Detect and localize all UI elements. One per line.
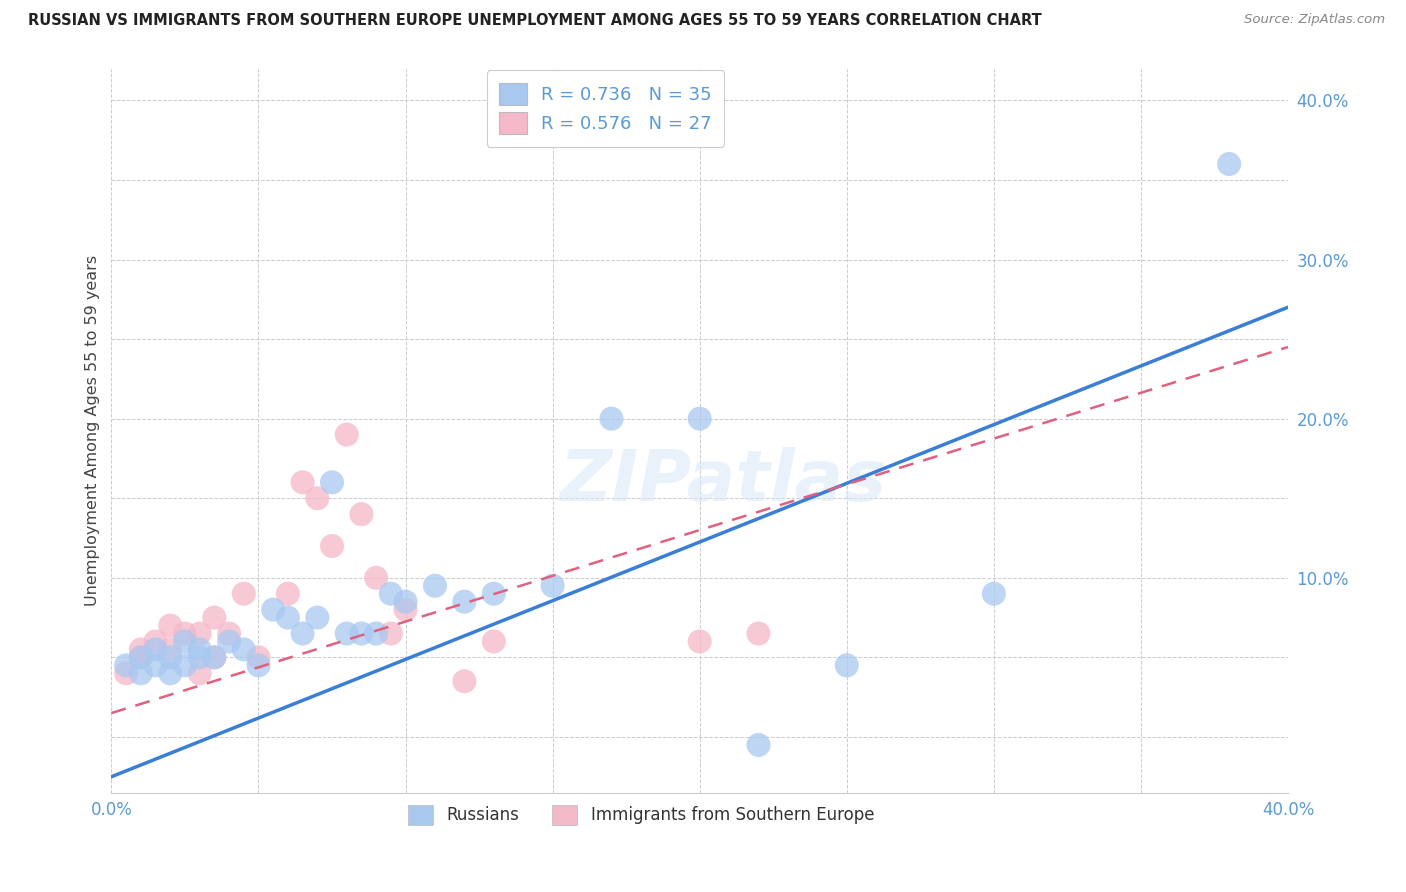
Point	[129, 642, 152, 657]
Point	[747, 738, 769, 752]
Point	[247, 658, 270, 673]
Point	[423, 579, 446, 593]
Point	[291, 475, 314, 490]
Point	[129, 666, 152, 681]
Point	[115, 658, 138, 673]
Point	[174, 658, 197, 673]
Y-axis label: Unemployment Among Ages 55 to 59 years: Unemployment Among Ages 55 to 59 years	[86, 255, 100, 607]
Legend: Russians, Immigrants from Southern Europe: Russians, Immigrants from Southern Europ…	[398, 795, 884, 835]
Point	[1218, 157, 1240, 171]
Point	[202, 650, 225, 665]
Point	[129, 650, 152, 665]
Point	[350, 626, 373, 640]
Point	[747, 626, 769, 640]
Point	[188, 642, 211, 657]
Point	[291, 626, 314, 640]
Point	[218, 634, 240, 648]
Point	[835, 658, 858, 673]
Point	[188, 626, 211, 640]
Point	[600, 411, 623, 425]
Point	[482, 634, 505, 648]
Point	[188, 666, 211, 681]
Point	[336, 427, 359, 442]
Text: ZIPatlas: ZIPatlas	[560, 447, 887, 516]
Point	[482, 587, 505, 601]
Point	[145, 634, 167, 648]
Point	[159, 642, 181, 657]
Point	[321, 475, 343, 490]
Text: Source: ZipAtlas.com: Source: ZipAtlas.com	[1244, 13, 1385, 27]
Point	[336, 626, 359, 640]
Point	[145, 642, 167, 657]
Point	[380, 587, 402, 601]
Point	[277, 610, 299, 624]
Point	[202, 610, 225, 624]
Point	[307, 491, 329, 506]
Point	[188, 650, 211, 665]
Point	[453, 674, 475, 689]
Point	[174, 626, 197, 640]
Point	[232, 642, 254, 657]
Point	[453, 595, 475, 609]
Point	[541, 579, 564, 593]
Point	[159, 618, 181, 632]
Point	[174, 634, 197, 648]
Point	[277, 587, 299, 601]
Point	[145, 658, 167, 673]
Point	[366, 571, 388, 585]
Point	[129, 650, 152, 665]
Point	[115, 666, 138, 681]
Point	[307, 610, 329, 624]
Point	[983, 587, 1005, 601]
Point	[159, 666, 181, 681]
Point	[394, 595, 416, 609]
Point	[247, 650, 270, 665]
Point	[262, 602, 284, 616]
Point	[380, 626, 402, 640]
Point	[394, 602, 416, 616]
Point	[218, 626, 240, 640]
Point	[232, 587, 254, 601]
Point	[689, 634, 711, 648]
Point	[159, 650, 181, 665]
Point	[350, 507, 373, 521]
Point	[202, 650, 225, 665]
Point	[366, 626, 388, 640]
Point	[689, 411, 711, 425]
Text: RUSSIAN VS IMMIGRANTS FROM SOUTHERN EUROPE UNEMPLOYMENT AMONG AGES 55 TO 59 YEAR: RUSSIAN VS IMMIGRANTS FROM SOUTHERN EURO…	[28, 13, 1042, 29]
Point	[321, 539, 343, 553]
